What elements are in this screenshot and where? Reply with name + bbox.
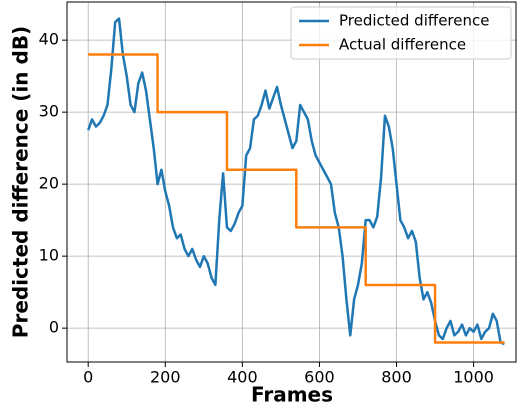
- x-tick-label: 800: [381, 368, 412, 387]
- y-tick-label: 0: [49, 318, 59, 337]
- y-tick-label: 10: [39, 246, 59, 265]
- plot-frame: [66, 1, 517, 363]
- data-line: [88, 53, 505, 344]
- x-tick-label: 400: [227, 368, 258, 387]
- y-tick-label: 30: [39, 102, 59, 121]
- legend-label: Predicted difference: [339, 12, 489, 30]
- legend-box: [290, 6, 512, 60]
- x-axis-label: Frames: [251, 383, 333, 407]
- y-tick-label: 20: [39, 174, 59, 193]
- x-tick-label: 200: [150, 368, 181, 387]
- y-axis-label: Predicted difference (in dB): [9, 26, 33, 338]
- x-tick-label: 0: [83, 368, 93, 387]
- y-tick-label: 40: [39, 30, 59, 49]
- x-tick-label: 1000: [453, 368, 494, 387]
- legend-label: Actual difference: [339, 36, 466, 54]
- x-tick-label: 600: [304, 368, 335, 387]
